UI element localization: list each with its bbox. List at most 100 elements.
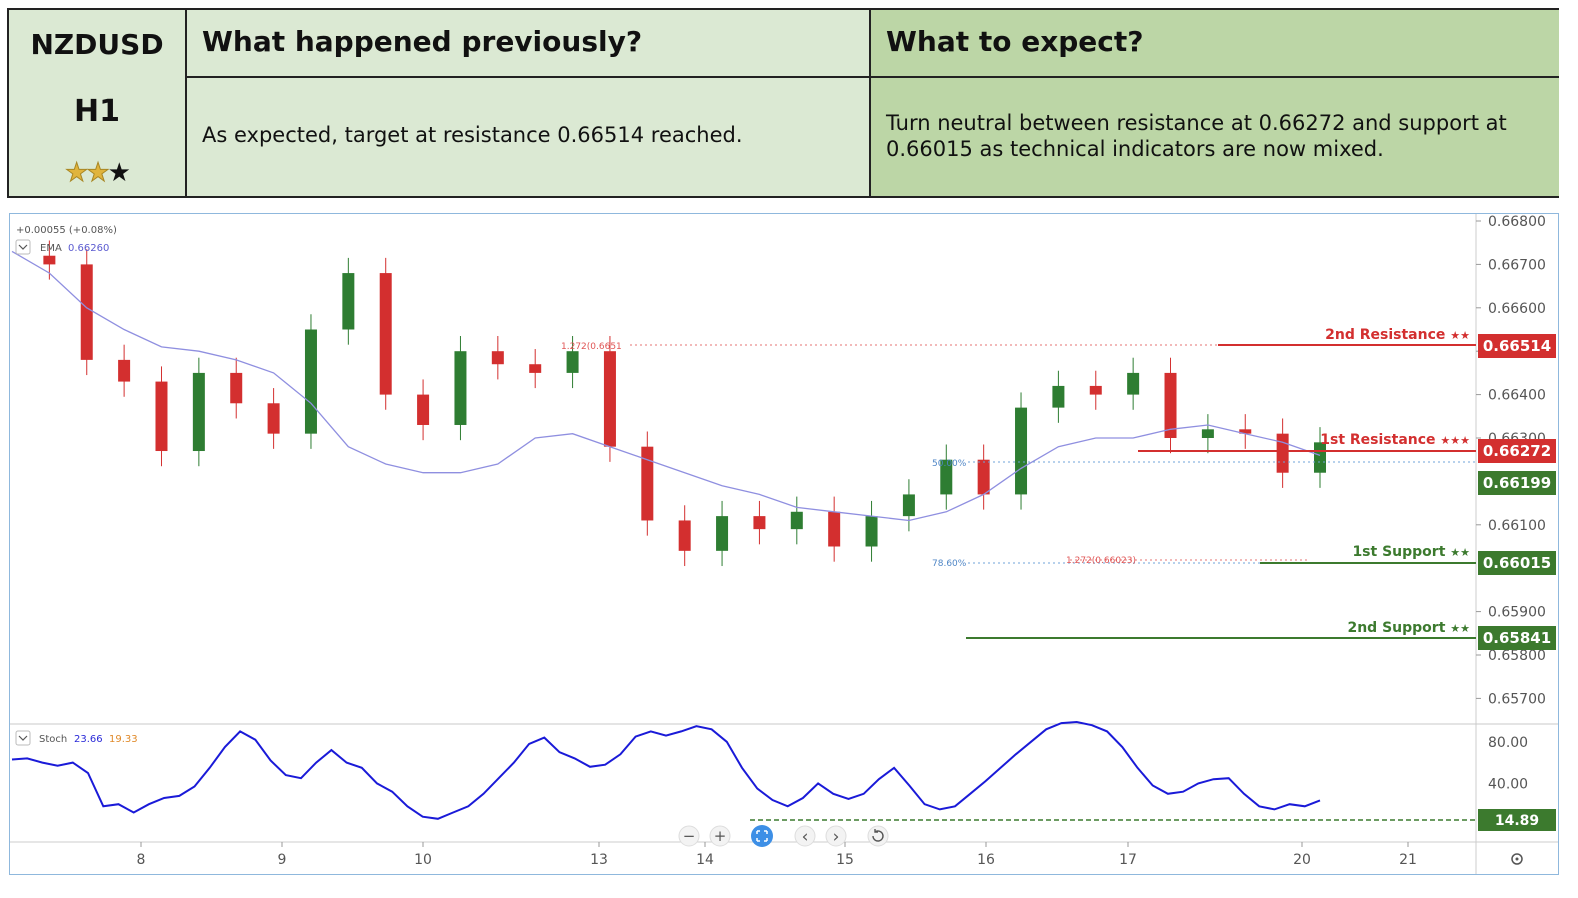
previous-body-cell: As expected, target at resistance 0.6651… xyxy=(187,78,871,196)
expect-title: What to expect? xyxy=(886,25,1144,58)
stoch-line xyxy=(11,720,1321,820)
rating-stars: ★★★ xyxy=(9,158,185,189)
candle-body xyxy=(1127,372,1140,395)
support-1-price: 0.66015 xyxy=(1483,554,1551,572)
last-price-tag xyxy=(1478,471,1556,495)
time-tick-label: 9 xyxy=(278,852,287,868)
gear-center xyxy=(1515,857,1519,861)
time-tick-label: 20 xyxy=(1293,852,1311,868)
candle-body xyxy=(192,372,205,452)
candle-body xyxy=(80,264,93,360)
candle-body xyxy=(1239,429,1252,434)
reset-button[interactable] xyxy=(867,825,889,847)
candle-body xyxy=(753,516,766,530)
candle-body xyxy=(977,459,990,495)
resistance-2-price: 0.66514 xyxy=(1483,337,1551,355)
chevron-down-icon xyxy=(18,735,28,741)
star-filled-icon: ★ xyxy=(86,158,110,189)
candle-body xyxy=(43,255,56,265)
previous-title: What happened previously? xyxy=(202,25,643,58)
timeframe-label: H1 xyxy=(74,94,120,129)
price-tick-label: 0.65700 xyxy=(1488,691,1546,707)
price-tick-label: 0.66400 xyxy=(1488,388,1546,404)
candle-body xyxy=(155,381,168,452)
price-chart-panel[interactable]: 0.668000.667000.666000.665000.664000.663… xyxy=(9,213,1559,875)
candlestick-series xyxy=(43,240,1326,567)
reset-view-button[interactable] xyxy=(751,825,773,847)
fib-50-label: 50.00% xyxy=(932,459,967,469)
time-tick-label: 17 xyxy=(1119,852,1137,868)
chart-toolbar: − + ‹ › xyxy=(678,825,889,847)
zoom-in-button[interactable] xyxy=(709,825,731,847)
price-chart-svg: 0.668000.667000.666000.665000.664000.663… xyxy=(10,214,1558,874)
star-empty-icon: ★ xyxy=(107,158,131,188)
fib-label-upper: 1.272(0.6651 xyxy=(561,342,622,352)
candle-body xyxy=(566,351,579,373)
price-tick-label: 0.66800 xyxy=(1488,214,1546,230)
price-change-legend: +0.00055 (+0.08%) xyxy=(16,225,117,236)
expect-text: Turn neutral between resistance at 0.662… xyxy=(886,111,1507,161)
scroll-back-button[interactable] xyxy=(794,825,816,847)
stoch-k-value: 23.66 xyxy=(74,734,103,745)
stoch-tick-label: 40.00 xyxy=(1488,776,1528,792)
fit-icon xyxy=(756,830,768,842)
zoom-out-button[interactable] xyxy=(678,825,700,847)
price-tick-label: 0.66600 xyxy=(1488,301,1546,317)
candle-body xyxy=(902,494,915,517)
ema-legend-value: 0.66260 xyxy=(68,243,109,254)
resistance-1-label: 1st Resistance ★★★ xyxy=(1320,432,1470,448)
ema-collapse-toggle[interactable] xyxy=(15,239,31,255)
candle-body xyxy=(678,520,691,551)
support-2-price-tag xyxy=(1478,626,1556,650)
time-tick-label: 15 xyxy=(836,852,854,868)
candle-body xyxy=(304,329,317,434)
stoch-legend-label: Stoch xyxy=(39,734,67,745)
fib-786-label: 78.60% xyxy=(932,559,967,569)
candle-body xyxy=(379,273,392,395)
time-tick-label: 13 xyxy=(590,852,608,868)
candle-body xyxy=(491,351,504,365)
candle-body xyxy=(641,446,654,521)
support-1-label: 1st Support ★★ xyxy=(1352,544,1470,560)
candle-body xyxy=(342,273,355,330)
candle-body xyxy=(940,459,953,495)
stoch-value-tag xyxy=(1478,809,1556,831)
resistance-2-label: 2nd Resistance ★★ xyxy=(1325,327,1470,343)
stoch-tick-label: 80.00 xyxy=(1488,735,1528,751)
price-tick-label: 0.65900 xyxy=(1488,605,1546,621)
candle-body xyxy=(417,394,430,425)
scroll-forward-button[interactable] xyxy=(825,825,847,847)
last-price: 0.66199 xyxy=(1483,474,1551,492)
candle-body xyxy=(828,511,841,547)
gear-icon xyxy=(1511,853,1523,865)
candle-body xyxy=(529,364,542,373)
scroll-back-label: ‹ xyxy=(802,827,809,847)
candle-body xyxy=(716,516,729,551)
support-1-price-tag xyxy=(1478,551,1556,575)
price-tick-label: 0.66100 xyxy=(1488,518,1546,534)
zoom-out-label: − xyxy=(683,827,696,845)
time-tick-label: 16 xyxy=(977,852,995,868)
candle-body xyxy=(1089,385,1102,395)
reset-icon xyxy=(872,829,884,842)
chart-settings-button[interactable] xyxy=(1511,853,1523,865)
candle-body xyxy=(1314,442,1326,473)
fib-label-lower: 1.272(0.66023) xyxy=(1066,556,1136,566)
price-tick-label: 0.66700 xyxy=(1488,257,1546,273)
resistance-1-price-tag xyxy=(1478,439,1556,463)
ema-legend-label: EMA xyxy=(40,243,62,254)
candle-body xyxy=(1164,372,1177,438)
candle-body xyxy=(603,351,616,447)
ema-line xyxy=(11,250,1321,522)
time-tick-label: 8 xyxy=(137,852,146,868)
stoch-d-value: 19.33 xyxy=(109,734,138,745)
candle-body xyxy=(865,516,878,547)
previous-text: As expected, target at resistance 0.6651… xyxy=(202,123,743,147)
chevron-down-icon xyxy=(18,244,28,250)
symbol-name: NZDUSD xyxy=(30,28,164,61)
stoch-collapse-toggle[interactable] xyxy=(15,730,31,746)
candle-body xyxy=(118,359,131,382)
expect-header-cell: What to expect? xyxy=(871,10,1559,78)
resistance-2-price-tag xyxy=(1478,334,1556,358)
time-tick-label: 10 xyxy=(414,852,432,868)
